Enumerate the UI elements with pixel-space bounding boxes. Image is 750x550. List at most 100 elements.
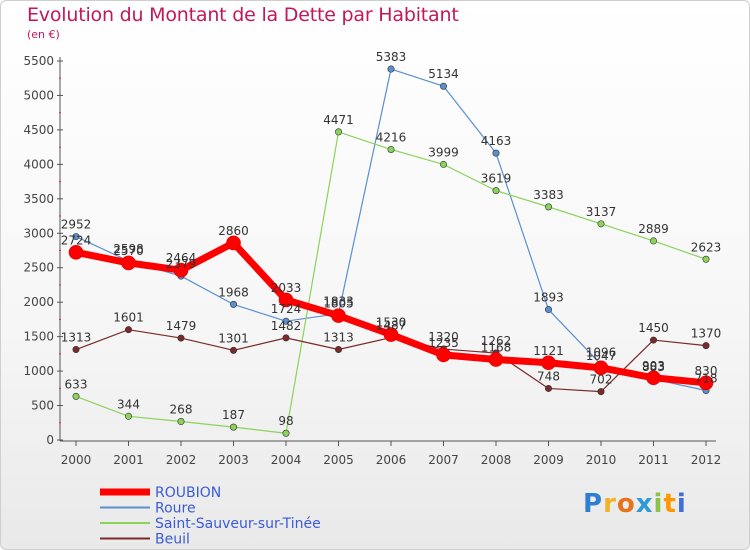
data-point bbox=[125, 412, 133, 420]
data-label: 1601 bbox=[113, 311, 144, 325]
x-tick-label: 2001 bbox=[113, 453, 144, 467]
data-point bbox=[72, 392, 80, 400]
data-label: 1487 bbox=[376, 319, 407, 333]
data-label: 1320 bbox=[428, 330, 459, 344]
y-tick-label: 4000 bbox=[23, 157, 54, 171]
data-point bbox=[593, 360, 609, 376]
data-point bbox=[72, 233, 80, 241]
data-label: 268 bbox=[170, 403, 193, 417]
x-tick-label: 2009 bbox=[533, 453, 564, 467]
series-line bbox=[75, 131, 707, 434]
data-point bbox=[439, 82, 447, 90]
data-label: 1893 bbox=[533, 291, 564, 305]
data-point bbox=[544, 203, 552, 211]
data-point bbox=[492, 187, 500, 195]
data-label: 2860 bbox=[218, 224, 249, 238]
data-label: 1313 bbox=[323, 331, 354, 345]
data-label: 2379 bbox=[166, 257, 197, 271]
x-tick-label: 2008 bbox=[481, 453, 512, 467]
data-label: 1235 bbox=[428, 336, 459, 350]
data-label: 718 bbox=[695, 372, 718, 386]
x-tick-label: 2011 bbox=[638, 453, 669, 467]
data-label: 3383 bbox=[533, 188, 564, 202]
y-tick-label: 500 bbox=[31, 399, 54, 413]
y-tick-label: 3500 bbox=[23, 192, 54, 206]
data-label: 2464 bbox=[166, 251, 197, 265]
data-point bbox=[597, 388, 605, 396]
logo-letter: x bbox=[635, 489, 654, 519]
y-tick-label: 0 bbox=[46, 433, 54, 447]
data-point bbox=[226, 235, 241, 251]
data-label: 2623 bbox=[691, 240, 722, 254]
data-point bbox=[177, 418, 185, 426]
data-label: 1530 bbox=[376, 316, 407, 330]
data-label: 1313 bbox=[61, 331, 92, 345]
data-label: 5134 bbox=[428, 67, 459, 81]
y-tick-label: 3000 bbox=[23, 226, 54, 240]
y-tick-label: 1000 bbox=[23, 364, 54, 378]
x-tick-label: 2012 bbox=[691, 453, 722, 467]
data-point bbox=[72, 346, 80, 354]
data-point bbox=[439, 160, 447, 168]
y-tick-label: 1500 bbox=[23, 330, 54, 344]
series-saint-sauveur-sur-tin-e bbox=[72, 128, 710, 437]
data-point bbox=[702, 342, 710, 350]
data-label: 2889 bbox=[638, 222, 669, 236]
legend-label: Saint-Sauveur-sur-Tinée bbox=[155, 516, 321, 532]
data-point bbox=[334, 346, 342, 354]
data-point bbox=[649, 336, 657, 344]
x-tick-label: 2000 bbox=[61, 453, 92, 467]
data-label: 2724 bbox=[61, 233, 92, 247]
data-point bbox=[121, 255, 136, 271]
data-point bbox=[544, 306, 552, 314]
data-point bbox=[173, 262, 189, 278]
logo-letter: r bbox=[603, 489, 617, 519]
data-label: 2570 bbox=[113, 244, 144, 258]
data-label: 1168 bbox=[481, 341, 512, 355]
data-point bbox=[177, 334, 185, 342]
data-label: 883 bbox=[642, 360, 665, 374]
x-tick-label: 2007 bbox=[428, 453, 459, 467]
chart-subtitle: (en €) bbox=[27, 28, 60, 41]
data-label: 98 bbox=[278, 414, 293, 428]
data-point bbox=[68, 244, 84, 260]
legend-label: ROUBION bbox=[155, 485, 221, 501]
logo-letter: P bbox=[583, 489, 604, 519]
series-roubion bbox=[68, 235, 714, 391]
data-label: 3619 bbox=[481, 172, 512, 186]
legend-label: Beuil bbox=[155, 532, 190, 548]
data-label: 1805 bbox=[323, 297, 354, 311]
x-tick-label: 2003 bbox=[218, 453, 249, 467]
data-point bbox=[488, 352, 504, 367]
data-point bbox=[282, 429, 290, 437]
data-label: 2598 bbox=[113, 242, 144, 256]
data-point bbox=[230, 300, 238, 308]
data-point bbox=[278, 292, 294, 308]
data-label: 1370 bbox=[691, 327, 722, 341]
data-point bbox=[125, 326, 133, 334]
data-label: 2033 bbox=[271, 281, 302, 295]
logo-letter: i bbox=[676, 489, 687, 519]
x-tick-label: 2002 bbox=[166, 453, 197, 467]
data-label: 4163 bbox=[481, 134, 512, 148]
data-label: 187 bbox=[222, 408, 245, 422]
data-label: 1833 bbox=[323, 295, 354, 309]
y-tick-label: 2000 bbox=[23, 295, 54, 309]
y-tick-label: 4500 bbox=[23, 123, 54, 137]
data-point bbox=[646, 370, 661, 386]
logo-letter: o bbox=[616, 489, 636, 519]
x-tick-label: 2010 bbox=[586, 453, 617, 467]
data-label: 748 bbox=[537, 369, 560, 383]
data-point bbox=[649, 237, 657, 245]
proxiti-logo: Proxiti bbox=[583, 489, 687, 519]
x-tick-label: 2006 bbox=[376, 453, 407, 467]
data-point bbox=[436, 347, 451, 363]
x-tick-label: 2005 bbox=[323, 453, 354, 467]
data-point bbox=[702, 255, 710, 263]
data-label: 4471 bbox=[323, 113, 354, 127]
data-point bbox=[282, 317, 290, 325]
x-tick-label: 2004 bbox=[271, 453, 302, 467]
data-point bbox=[597, 220, 605, 228]
